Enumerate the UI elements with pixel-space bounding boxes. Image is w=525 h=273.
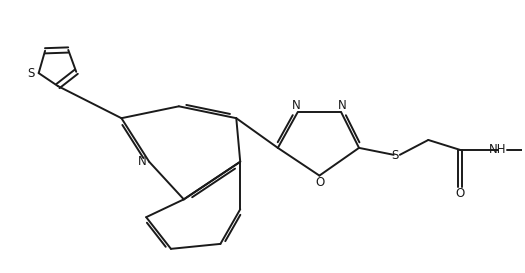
Text: O: O [455,187,465,200]
Text: N: N [292,99,301,112]
Text: NH: NH [489,143,507,156]
Text: S: S [27,67,35,80]
Text: N: N [338,99,347,112]
Text: N: N [138,155,146,168]
Text: S: S [391,149,398,162]
Text: O: O [316,176,324,189]
